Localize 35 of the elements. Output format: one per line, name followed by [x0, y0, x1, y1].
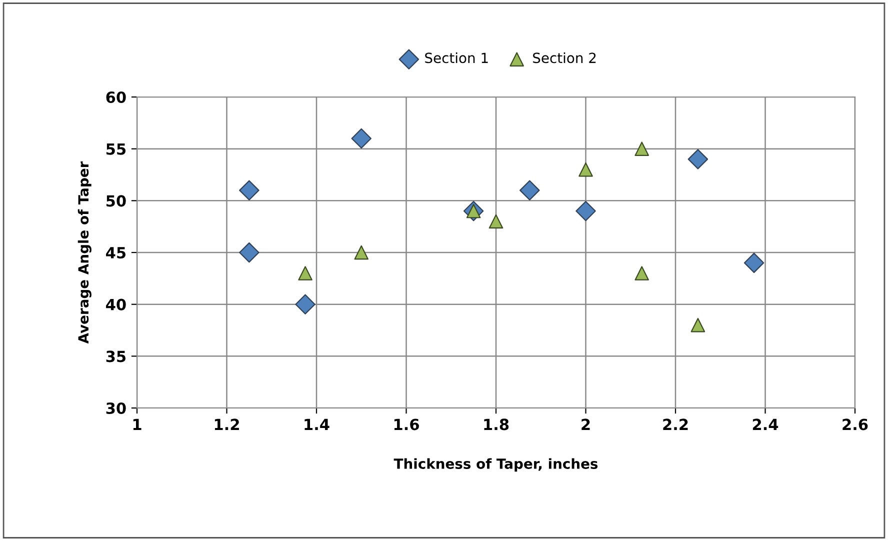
point	[690, 318, 706, 332]
x-tick-label: 1.2	[214, 418, 239, 430]
y-tick-label: 45	[106, 247, 126, 259]
x-tick-label: 2.6	[842, 418, 868, 430]
point	[351, 128, 372, 149]
point	[576, 200, 596, 222]
y-tick-label: 60	[106, 91, 126, 104]
point	[688, 149, 708, 170]
point	[744, 252, 764, 273]
y-tick-label: 55	[106, 144, 126, 155]
point	[239, 180, 260, 200]
x-tick-label: 1.8	[484, 418, 509, 430]
point	[354, 245, 369, 260]
point	[578, 162, 593, 177]
y-axis-title: Average Angle of Taper	[78, 161, 92, 344]
point	[634, 266, 649, 280]
x-tick-label: 2.2	[663, 418, 688, 430]
y-tick-label: 50	[106, 195, 126, 207]
y-tick-label: 30	[106, 402, 126, 414]
legend-label: Section 2	[533, 52, 596, 64]
legend-label: Section 1	[425, 52, 488, 64]
point	[298, 266, 312, 280]
point	[634, 142, 649, 156]
y-tick-label: 40	[106, 298, 126, 310]
x-tick-label: 1.4	[304, 418, 330, 430]
point	[520, 180, 540, 200]
y-tick-label: 35	[106, 350, 126, 362]
x-tick-label: 2.4	[752, 418, 778, 430]
x-axis-title: Thickness of Taper, inches	[394, 458, 598, 472]
x-tick-label: 2	[582, 418, 590, 430]
x-tick-label: 1.6	[394, 418, 419, 430]
point	[488, 214, 504, 229]
x-tick-label: 1	[133, 418, 142, 430]
point	[295, 294, 316, 314]
point	[239, 242, 260, 263]
